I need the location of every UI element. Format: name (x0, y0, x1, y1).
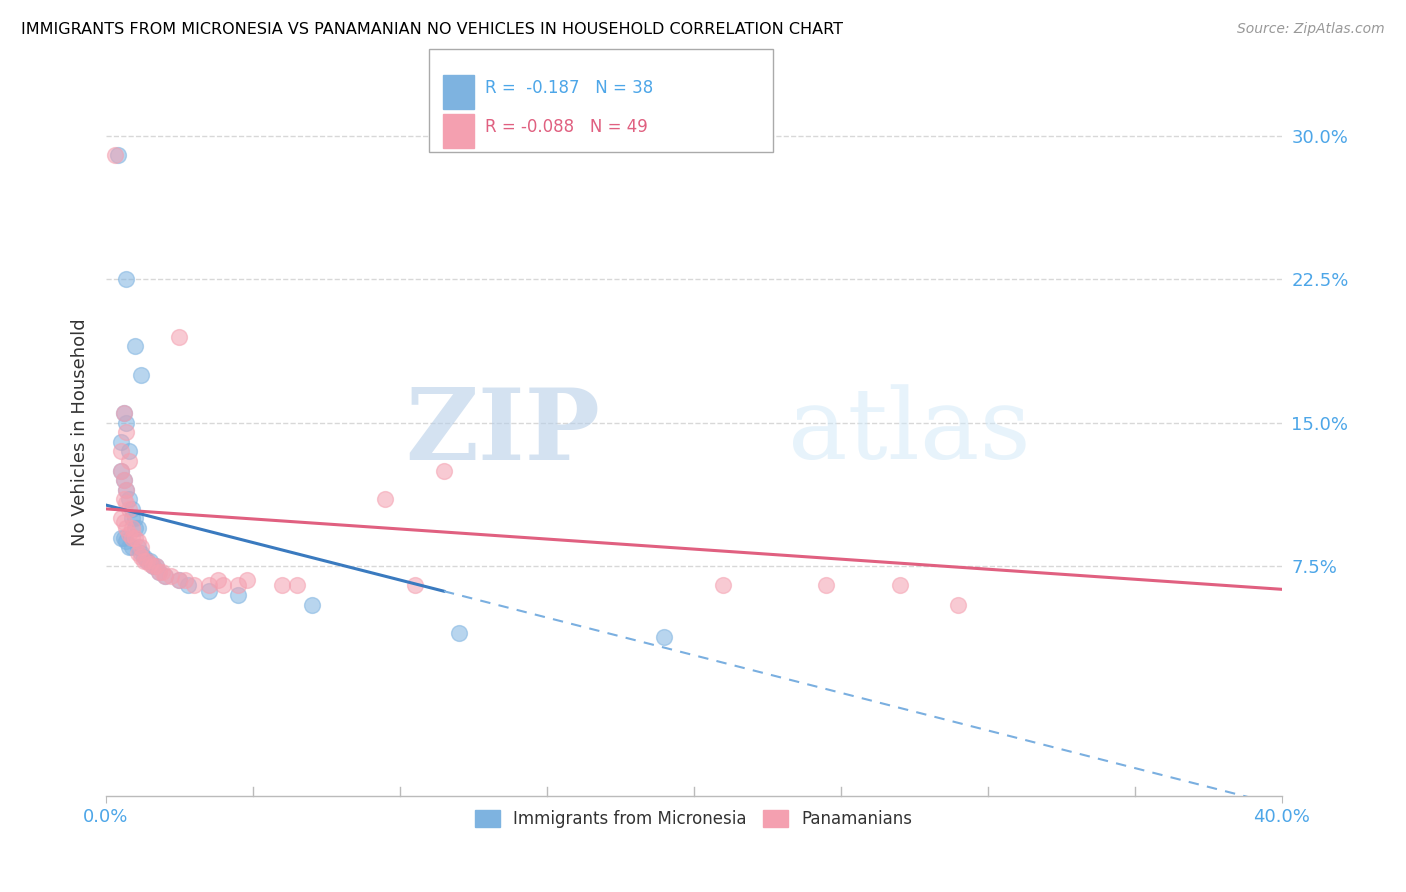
Point (110, 434, 132, 449)
Point (104, 147, 127, 161)
Point (107, 147, 129, 161)
Point (301, 598, 323, 612)
Legend: Immigrants from Micronesia, Panamanians: Immigrants from Micronesia, Panamanians (468, 804, 920, 835)
Point (815, 578, 838, 592)
Point (115, 496, 138, 510)
Point (948, 598, 970, 612)
Point (121, 540, 143, 554)
Point (145, 559, 167, 574)
Point (150, 565, 173, 579)
Point (118, 502, 141, 516)
Point (129, 549, 152, 564)
Point (110, 511, 132, 525)
Point (169, 573, 191, 587)
Point (118, 540, 141, 554)
Point (236, 573, 259, 587)
Point (121, 521, 143, 535)
Text: IMMIGRANTS FROM MICRONESIA VS PANAMANIAN NO VEHICLES IN HOUSEHOLD CORRELATION CH: IMMIGRANTS FROM MICRONESIA VS PANAMANIAN… (21, 22, 844, 37)
Point (110, 444, 132, 458)
Point (197, 584, 219, 599)
Point (177, 578, 200, 592)
Point (207, 573, 229, 587)
Point (148, 565, 170, 579)
Point (148, 565, 170, 579)
Point (124, 339, 146, 353)
Point (129, 546, 152, 560)
Point (285, 578, 308, 592)
Point (112, 531, 135, 545)
Point (139, 558, 162, 572)
Point (134, 549, 156, 564)
Text: atlas: atlas (787, 384, 1031, 480)
Point (174, 573, 197, 587)
Text: R = -0.088   N = 49: R = -0.088 N = 49 (485, 118, 648, 136)
Point (118, 526, 141, 541)
Point (139, 553, 162, 567)
Point (169, 329, 191, 343)
Point (115, 483, 138, 497)
Point (889, 578, 911, 592)
Point (127, 534, 149, 549)
Point (112, 406, 135, 420)
Point (115, 483, 138, 497)
Point (127, 521, 149, 535)
Point (124, 521, 146, 535)
Point (142, 559, 165, 574)
Point (112, 473, 135, 487)
Point (127, 546, 149, 560)
Point (129, 368, 152, 382)
Point (110, 464, 132, 478)
Point (153, 569, 176, 583)
Point (115, 416, 138, 430)
Point (118, 454, 141, 468)
Point (115, 272, 138, 286)
Point (142, 559, 165, 574)
Point (121, 531, 143, 545)
Point (112, 406, 135, 420)
Point (212, 578, 235, 592)
Point (112, 492, 135, 507)
Point (654, 630, 676, 644)
Point (112, 516, 135, 530)
Point (110, 464, 132, 478)
Point (112, 473, 135, 487)
Point (121, 511, 143, 525)
Point (118, 492, 141, 507)
Point (153, 569, 176, 583)
Text: R =  -0.187   N = 38: R = -0.187 N = 38 (485, 79, 654, 97)
Point (136, 553, 159, 567)
Point (115, 534, 138, 549)
Text: Source: ZipAtlas.com: Source: ZipAtlas.com (1237, 22, 1385, 37)
Point (124, 511, 146, 525)
Point (404, 578, 426, 592)
Point (145, 559, 167, 574)
Point (115, 425, 138, 440)
Point (447, 626, 470, 640)
Point (115, 521, 138, 535)
Point (136, 553, 159, 567)
Y-axis label: No Vehicles in Household: No Vehicles in Household (72, 318, 89, 546)
Point (129, 540, 152, 554)
Point (121, 502, 143, 516)
Point (711, 578, 734, 592)
Point (124, 531, 146, 545)
Point (183, 578, 205, 592)
Point (159, 569, 181, 583)
Point (110, 531, 132, 545)
Point (197, 578, 219, 592)
Point (169, 573, 191, 587)
Point (118, 444, 141, 458)
Point (226, 578, 249, 592)
Point (226, 588, 249, 602)
Point (127, 540, 149, 554)
Point (134, 553, 156, 567)
Point (433, 464, 456, 478)
Point (374, 492, 396, 507)
Point (271, 578, 294, 592)
Text: ZIP: ZIP (405, 384, 600, 481)
